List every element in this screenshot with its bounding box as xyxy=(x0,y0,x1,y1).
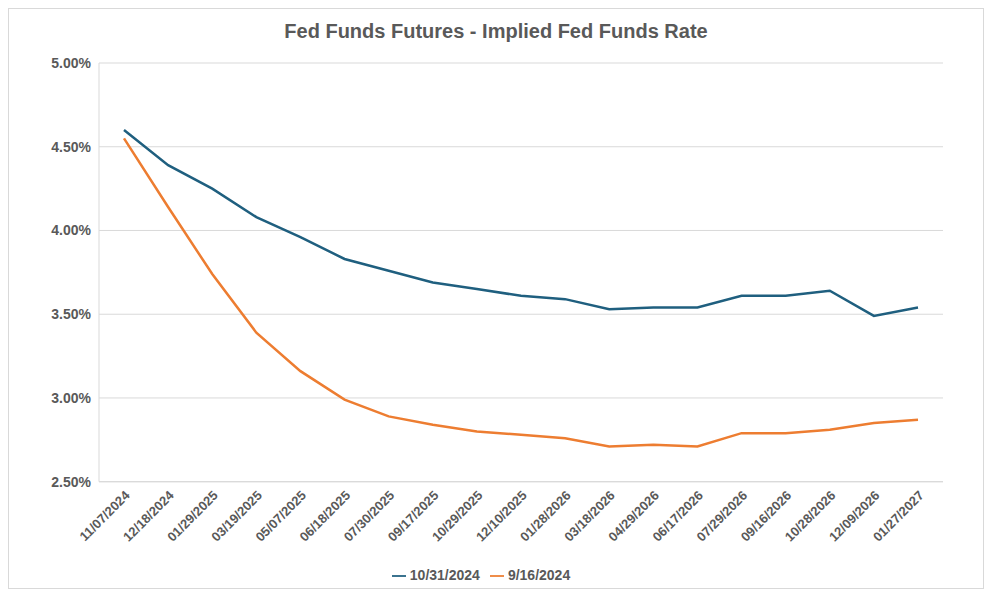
html-text:10/31/2024: 10/31/2024 xyxy=(409,566,480,583)
svg-text:10/28/2026: 10/28/2026 xyxy=(781,487,839,545)
svg-text:01/27/2027: 01/27/2027 xyxy=(870,488,927,545)
svg-text:5.00%: 5.00% xyxy=(51,55,91,71)
svg-text:09/16/2026: 09/16/2026 xyxy=(737,487,795,545)
html-text:9/16/2024: 9/16/2024 xyxy=(507,566,571,583)
svg-text:03/18/2026: 03/18/2026 xyxy=(561,487,618,545)
svg-text:10/29/2025: 10/29/2025 xyxy=(428,487,486,545)
svg-text:06/17/2026: 06/17/2026 xyxy=(649,487,707,545)
svg-text:07/29/2026: 07/29/2026 xyxy=(693,487,751,545)
svg-text:04/29/2026: 04/29/2026 xyxy=(605,487,662,545)
svg-text:4.50%: 4.50% xyxy=(51,139,91,155)
svg-text:09/17/2025: 09/17/2025 xyxy=(384,487,442,545)
svg-text:12/10/2025: 12/10/2025 xyxy=(473,487,530,545)
svg-text:05/07/2025: 05/07/2025 xyxy=(252,487,310,545)
svg-text:01/29/2025: 01/29/2025 xyxy=(164,487,221,545)
svg-text:06/18/2025: 06/18/2025 xyxy=(296,487,354,545)
svg-text:03/19/2025: 03/19/2025 xyxy=(208,487,265,545)
svg-text:2.50%: 2.50% xyxy=(51,474,91,490)
svg-text:3.50%: 3.50% xyxy=(51,306,91,322)
svg-text:12/18/2024: 12/18/2024 xyxy=(120,487,177,545)
svg-text:3.00%: 3.00% xyxy=(51,390,91,406)
svg-text:4.00%: 4.00% xyxy=(51,222,91,238)
svg-text:07/30/2025: 07/30/2025 xyxy=(340,487,398,545)
svg-text:11/07/2024: 11/07/2024 xyxy=(76,487,133,544)
svg-text:12/09/2026: 12/09/2026 xyxy=(825,487,883,545)
svg-text:01/28/2026: 01/28/2026 xyxy=(517,487,574,545)
html-text:Fed Funds Futures - Implied Fe: Fed Funds Futures - Implied Fed Funds Ra… xyxy=(284,20,708,42)
